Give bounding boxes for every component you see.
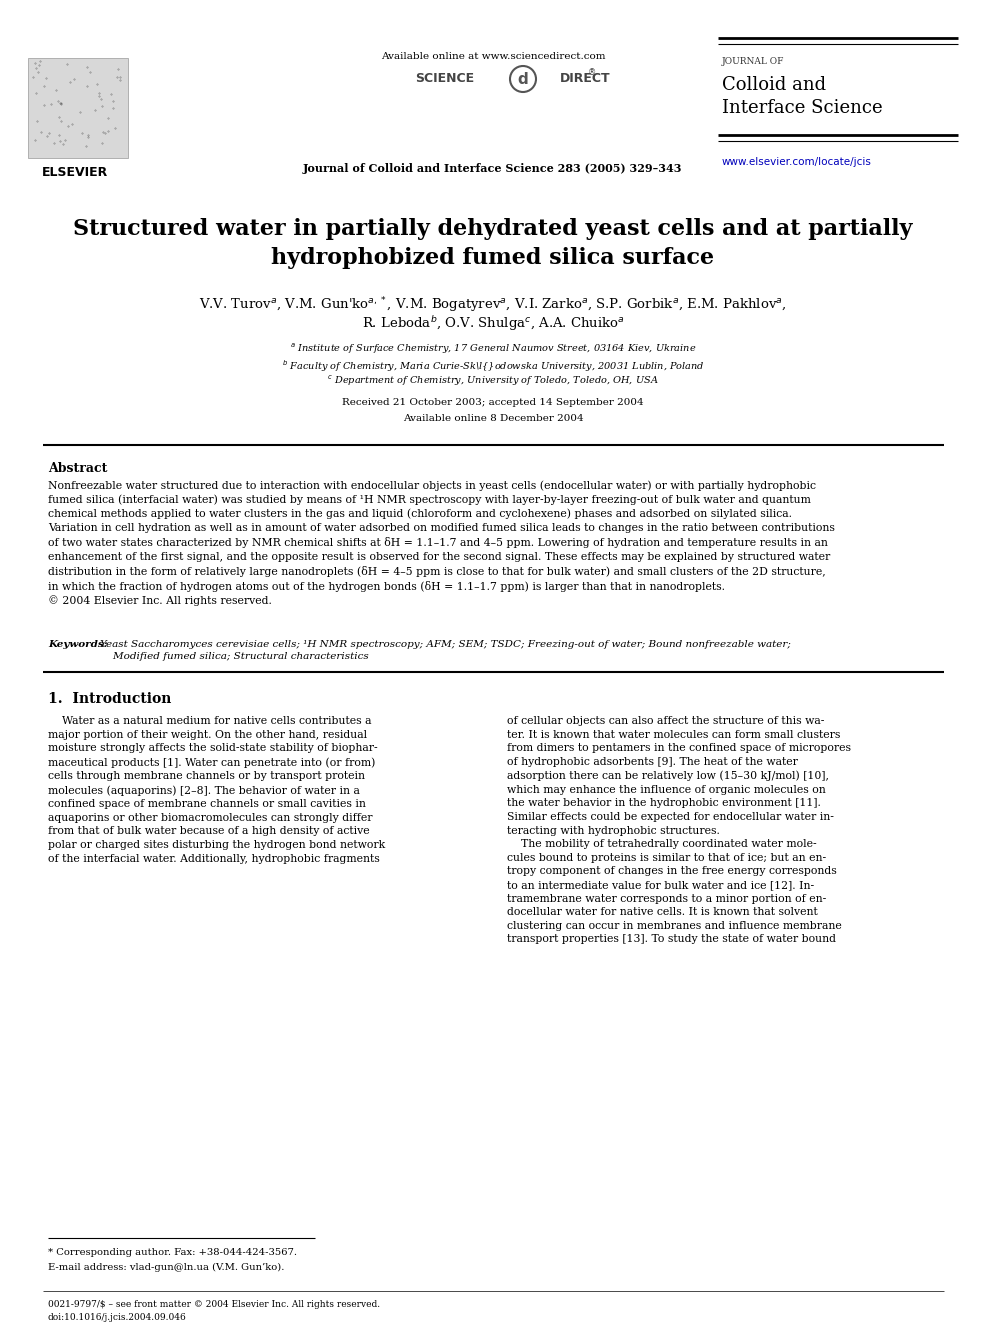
- Text: Keywords:: Keywords:: [48, 640, 107, 650]
- Text: Abstract: Abstract: [48, 462, 107, 475]
- Text: Yeast Saccharomyces cerevisiae cells; ¹H NMR spectroscopy; AFM; SEM; TSDC; Freez: Yeast Saccharomyces cerevisiae cells; ¹H…: [100, 640, 790, 660]
- Text: ELSEVIER: ELSEVIER: [42, 165, 108, 179]
- Text: Received 21 October 2003; accepted 14 September 2004: Received 21 October 2003; accepted 14 Se…: [342, 398, 643, 407]
- Text: 0021-9797/$ – see front matter © 2004 Elsevier Inc. All rights reserved.: 0021-9797/$ – see front matter © 2004 El…: [48, 1301, 380, 1308]
- Text: doi:10.1016/j.jcis.2004.09.046: doi:10.1016/j.jcis.2004.09.046: [48, 1312, 186, 1322]
- Bar: [28, 58, 128, 157]
- Text: * Corresponding author. Fax: +38-044-424-3567.: * Corresponding author. Fax: +38-044-424…: [48, 1248, 297, 1257]
- Text: Available online at www.sciencedirect.com: Available online at www.sciencedirect.co…: [381, 52, 604, 61]
- Text: R. Leboda$^b$, O.V. Shulga$^c$, A.A. Chuiko$^a$: R. Leboda$^b$, O.V. Shulga$^c$, A.A. Chu…: [361, 314, 624, 333]
- Text: $^a$ Institute of Surface Chemistry, 17 General Naumov Street, 03164 Kiev, Ukrai: $^a$ Institute of Surface Chemistry, 17 …: [290, 343, 695, 356]
- Text: Structured water in partially dehydrated yeast cells and at partially
hydrophobi: Structured water in partially dehydrated…: [73, 218, 912, 269]
- Text: d: d: [517, 71, 528, 87]
- Text: E-mail address: vlad-gun@ln.ua (V.M. Gun’ko).: E-mail address: vlad-gun@ln.ua (V.M. Gun…: [48, 1263, 284, 1273]
- Text: ®: ®: [588, 67, 596, 77]
- Text: JOURNAL OF: JOURNAL OF: [722, 57, 784, 66]
- Text: V.V. Turov$^a$, V.M. Gun'ko$^{a,*}$, V.M. Bogatyrev$^a$, V.I. Zarko$^a$, S.P. Go: V.V. Turov$^a$, V.M. Gun'ko$^{a,*}$, V.M…: [199, 295, 786, 315]
- Text: $^c$ Department of Chemistry, University of Toledo, Toledo, OH, USA: $^c$ Department of Chemistry, University…: [327, 374, 658, 389]
- Text: Water as a natural medium for native cells contributes a
major portion of their : Water as a natural medium for native cel…: [48, 716, 385, 864]
- Text: DIRECT: DIRECT: [559, 71, 610, 85]
- Text: Interface Science: Interface Science: [722, 99, 881, 116]
- Text: of cellular objects can also affect the structure of this wa-
ter. It is known t: of cellular objects can also affect the …: [507, 716, 850, 945]
- Text: www.elsevier.com/locate/jcis: www.elsevier.com/locate/jcis: [722, 157, 871, 167]
- Text: $^b$ Faculty of Chemistry, Maria Curie-Sk\l{}odowska University, 20031 Lublin, P: $^b$ Faculty of Chemistry, Maria Curie-S…: [281, 359, 704, 374]
- Text: Journal of Colloid and Interface Science 283 (2005) 329–343: Journal of Colloid and Interface Science…: [303, 163, 682, 175]
- Text: Colloid and: Colloid and: [722, 75, 825, 94]
- Text: Nonfreezable water structured due to interaction with endocellular objects in ye: Nonfreezable water structured due to int…: [48, 480, 834, 606]
- Text: Available online 8 December 2004: Available online 8 December 2004: [402, 414, 583, 423]
- Text: 1.  Introduction: 1. Introduction: [48, 692, 172, 706]
- Text: SCIENCE: SCIENCE: [414, 71, 473, 85]
